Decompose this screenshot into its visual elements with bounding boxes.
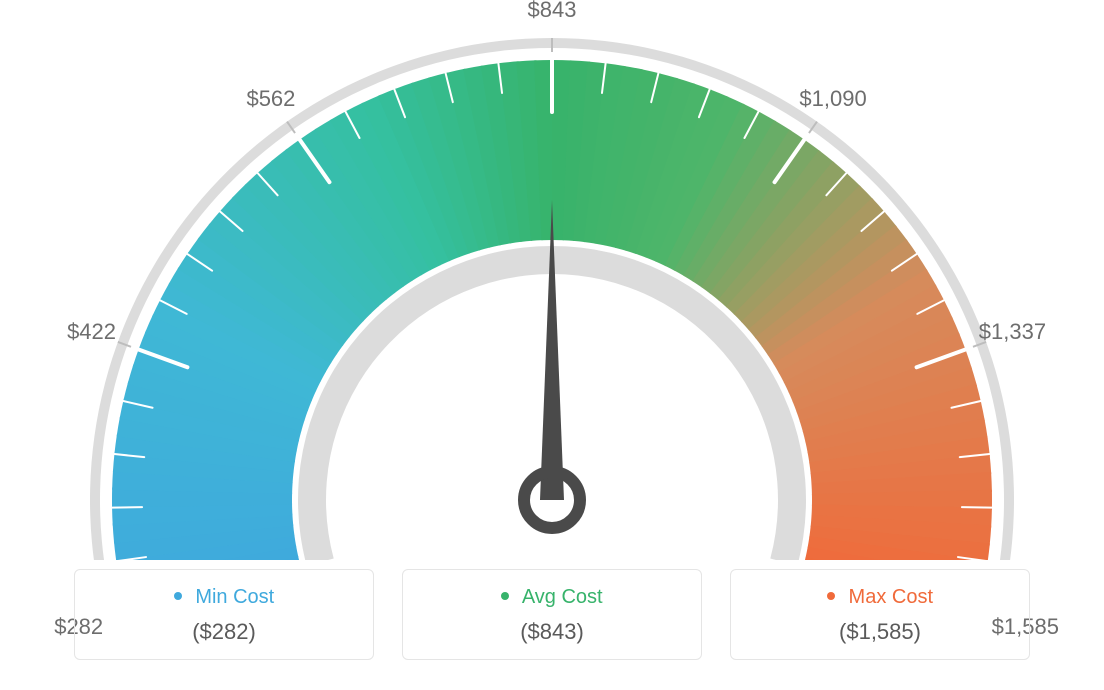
gauge-tick-label: $843 — [528, 0, 577, 23]
legend-value-max: ($1,585) — [741, 619, 1019, 645]
dot-icon — [501, 592, 509, 600]
legend-value-min: ($282) — [85, 619, 363, 645]
legend-value-avg: ($843) — [413, 619, 691, 645]
legend-card-max: Max Cost ($1,585) — [730, 569, 1030, 660]
legend-label-text: Max Cost — [849, 586, 933, 608]
gauge-svg — [0, 0, 1104, 560]
dot-icon — [827, 592, 835, 600]
legend-row: Min Cost ($282) Avg Cost ($843) Max Cost… — [0, 569, 1104, 660]
gauge-tick-label: $562 — [246, 86, 295, 112]
chart-wrap: $282$422$562$843$1,090$1,337$1,585 Min C… — [0, 0, 1104, 690]
legend-card-min: Min Cost ($282) — [74, 569, 374, 660]
legend-card-avg: Avg Cost ($843) — [402, 569, 702, 660]
legend-label-max: Max Cost — [741, 586, 1019, 609]
legend-label-min: Min Cost — [85, 586, 363, 609]
gauge-tick-label: $1,090 — [799, 86, 866, 112]
gauge-tick-label: $1,337 — [979, 319, 1046, 345]
legend-label-text: Avg Cost — [522, 586, 603, 608]
legend-label-avg: Avg Cost — [413, 586, 691, 609]
dot-icon — [174, 592, 182, 600]
legend-label-text: Min Cost — [195, 586, 274, 608]
gauge-tick-label: $422 — [67, 319, 116, 345]
gauge-chart: $282$422$562$843$1,090$1,337$1,585 — [0, 0, 1104, 560]
